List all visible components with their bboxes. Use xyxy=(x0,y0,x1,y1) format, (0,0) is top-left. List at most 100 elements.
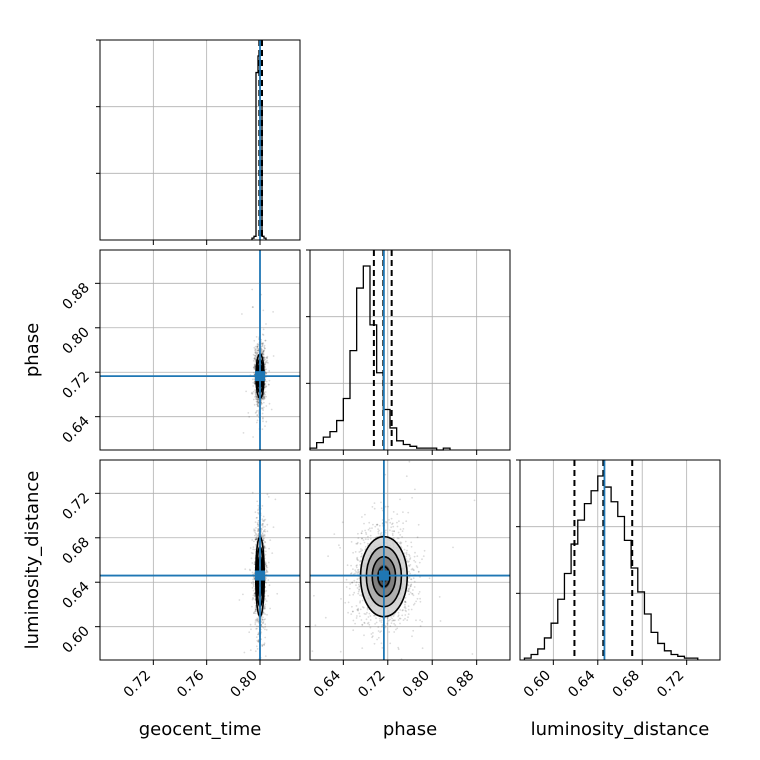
sample-point xyxy=(393,530,395,533)
sample-point xyxy=(261,618,264,621)
sample-point xyxy=(264,606,266,609)
sample-point xyxy=(367,535,369,538)
sample-point xyxy=(263,669,265,671)
sample-point xyxy=(256,345,259,348)
sample-point xyxy=(354,572,356,575)
sample-point xyxy=(417,523,420,526)
panel-frame xyxy=(519,459,721,661)
sample-point xyxy=(252,597,254,599)
sample-point xyxy=(356,578,359,581)
frames-layer xyxy=(95,39,721,665)
sample-point xyxy=(263,363,266,366)
sample-point xyxy=(364,538,367,541)
sample-point xyxy=(251,378,254,381)
sample-point xyxy=(256,398,259,401)
sample-point xyxy=(363,612,366,615)
sample-point xyxy=(361,516,363,518)
sample-point xyxy=(254,650,257,653)
sample-point xyxy=(369,534,372,537)
sample-point xyxy=(374,623,376,625)
sample-point xyxy=(255,348,257,351)
sample-point xyxy=(252,398,255,401)
sample-point xyxy=(268,383,270,386)
sample-point xyxy=(253,363,256,366)
sample-point xyxy=(263,545,266,547)
sample-point xyxy=(365,533,368,535)
y-tick-label: 0.64 xyxy=(59,579,92,612)
sample-point xyxy=(406,549,408,552)
sample-point xyxy=(261,412,264,415)
sample-point xyxy=(397,648,400,651)
sample-point xyxy=(264,563,267,565)
sample-point xyxy=(357,590,360,593)
sample-point xyxy=(408,593,411,596)
sample-point xyxy=(256,535,258,538)
sample-point xyxy=(363,634,365,637)
sample-point xyxy=(373,614,375,617)
sample-point xyxy=(355,570,357,573)
sample-point xyxy=(404,617,406,620)
sample-point xyxy=(242,432,245,434)
sample-point xyxy=(264,385,266,387)
sample-point xyxy=(405,551,408,554)
sample-point xyxy=(261,524,263,526)
histogram-phase xyxy=(309,265,451,451)
sample-point xyxy=(261,345,264,348)
sample-point xyxy=(402,619,405,621)
sample-point xyxy=(256,619,259,622)
sample-point xyxy=(276,592,279,595)
sample-point xyxy=(252,385,255,387)
sample-point xyxy=(265,562,267,565)
sample-point xyxy=(417,592,420,595)
sample-point xyxy=(263,643,265,646)
sample-point xyxy=(254,396,256,398)
sample-point xyxy=(260,349,263,351)
sample-point xyxy=(359,542,362,545)
sample-point xyxy=(254,618,257,621)
x-tick-label: 0.60 xyxy=(521,668,554,701)
sample-point xyxy=(241,313,243,315)
sample-point xyxy=(356,541,359,544)
sample-point xyxy=(265,368,267,371)
sample-point xyxy=(254,350,257,353)
sample-point xyxy=(412,603,415,606)
sample-point xyxy=(406,545,409,547)
sample-point xyxy=(261,643,264,646)
marks-layer xyxy=(100,40,699,660)
sample-point xyxy=(265,372,268,375)
x-tick-label: 0.72 xyxy=(121,668,154,701)
sample-point xyxy=(261,428,264,431)
sample-point xyxy=(263,358,266,361)
sample-point xyxy=(254,529,257,532)
sample-point xyxy=(401,530,404,532)
sample-point xyxy=(257,512,260,515)
sample-point xyxy=(390,517,393,520)
sample-point xyxy=(254,612,257,615)
truth-point xyxy=(378,570,389,581)
sample-point xyxy=(255,610,257,612)
sample-point xyxy=(250,552,253,554)
x-axis-label: luminosity_distance xyxy=(531,719,710,740)
sample-point xyxy=(413,580,416,583)
sample-point xyxy=(257,409,260,412)
sample-point xyxy=(255,517,258,519)
sample-point xyxy=(267,561,270,564)
sample-point xyxy=(257,508,260,510)
sample-point xyxy=(264,457,266,459)
sample-point xyxy=(250,557,253,560)
sample-point xyxy=(407,616,409,619)
sample-point xyxy=(354,551,357,553)
sample-point xyxy=(360,532,363,535)
sample-point xyxy=(421,620,423,623)
sample-point xyxy=(252,548,255,551)
sample-point xyxy=(369,619,372,621)
sample-point xyxy=(385,521,388,524)
sample-point xyxy=(417,571,420,573)
sample-point xyxy=(251,288,254,291)
y-axis-label: phase xyxy=(22,323,43,377)
sample-point xyxy=(347,611,349,614)
sample-point xyxy=(260,402,263,405)
sample-point xyxy=(256,521,259,524)
sample-point xyxy=(254,345,257,348)
sample-point xyxy=(257,404,259,407)
